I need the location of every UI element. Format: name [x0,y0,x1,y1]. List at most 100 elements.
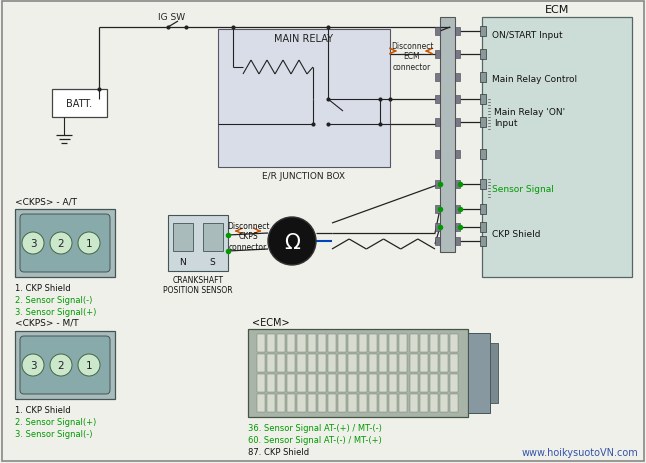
Text: 1: 1 [86,238,92,249]
Bar [307,334,316,352]
Text: 1. CKP Shield: 1. CKP Shield [15,405,70,414]
Bar [256,374,265,392]
Bar [318,334,326,352]
Circle shape [22,232,44,255]
Bar [248,329,468,417]
Circle shape [78,232,100,255]
Bar [480,180,486,189]
Bar [399,334,408,352]
Bar [480,223,486,232]
Bar [480,73,486,83]
Bar [338,374,346,392]
Text: Ω: Ω [284,232,300,252]
Bar [440,374,448,392]
Bar [430,334,438,352]
Bar [369,374,377,392]
Bar [455,181,460,188]
Bar [173,224,193,251]
Bar [455,51,460,59]
Bar [389,334,397,352]
Bar [389,374,397,392]
Bar [307,374,316,392]
Bar [287,374,295,392]
Bar [379,394,387,412]
Bar [318,394,326,412]
Bar [267,354,275,372]
Bar [435,28,440,36]
Bar [435,51,440,59]
Text: 2: 2 [57,360,65,370]
Circle shape [50,354,72,376]
Bar [389,394,397,412]
Bar [440,394,448,412]
Bar [430,354,438,372]
Bar [318,354,326,372]
Bar [52,90,107,118]
Bar [256,354,265,372]
Text: Main Relay Control: Main Relay Control [492,75,577,84]
Bar [399,394,408,412]
Bar [455,206,460,213]
Bar [348,374,357,392]
Bar [435,119,440,127]
Text: 2: 2 [57,238,65,249]
Text: Disconnect
CKPS
connector: Disconnect CKPS connector [227,221,269,251]
Bar [318,374,326,392]
Bar [455,119,460,127]
Bar [430,394,438,412]
Bar [450,394,459,412]
Bar [455,224,460,232]
Text: BATT.: BATT. [67,99,92,109]
Bar [359,374,367,392]
Bar [435,224,440,232]
Bar [379,354,387,372]
Text: 3: 3 [30,238,36,249]
Text: 60. Sensor Signal AT-(-) / MT-(+): 60. Sensor Signal AT-(-) / MT-(+) [248,435,382,444]
Bar [410,394,418,412]
Bar [480,27,486,37]
Bar [440,354,448,372]
Bar [15,332,115,399]
Bar [450,374,459,392]
Bar [369,394,377,412]
Text: 3. Sensor Signal(+): 3. Sensor Signal(+) [15,307,96,316]
Bar [328,374,336,392]
Bar [218,30,390,168]
Bar [480,118,486,128]
Bar [482,18,632,277]
Text: Disconnect
ECM
connector: Disconnect ECM connector [391,42,433,72]
Bar [480,205,486,214]
Bar [369,354,377,372]
Bar [435,96,440,104]
Bar [338,354,346,372]
Bar [348,354,357,372]
Bar [480,95,486,105]
Bar [435,238,440,245]
Bar [435,150,440,159]
Text: <ECM>: <ECM> [252,317,289,327]
Bar [267,334,275,352]
Bar [359,394,367,412]
Text: N: N [179,257,185,266]
Circle shape [78,354,100,376]
Bar [15,210,115,277]
Bar [256,334,265,352]
Text: 2. Sensor Signal(-): 2. Sensor Signal(-) [15,295,92,304]
Bar [455,96,460,104]
Bar [435,206,440,213]
Bar [420,374,428,392]
Bar [435,74,440,82]
Bar [490,343,498,403]
Bar [455,238,460,245]
Bar [307,394,316,412]
Bar [287,394,295,412]
Bar [277,354,285,372]
FancyBboxPatch shape [20,336,110,394]
Text: MAIN RELAY: MAIN RELAY [275,34,333,44]
Bar [338,334,346,352]
Bar [277,334,285,352]
Bar [440,18,455,252]
Text: <CKPS> - A/T: <CKPS> - A/T [15,198,77,206]
Bar [348,394,357,412]
Bar [455,150,460,159]
